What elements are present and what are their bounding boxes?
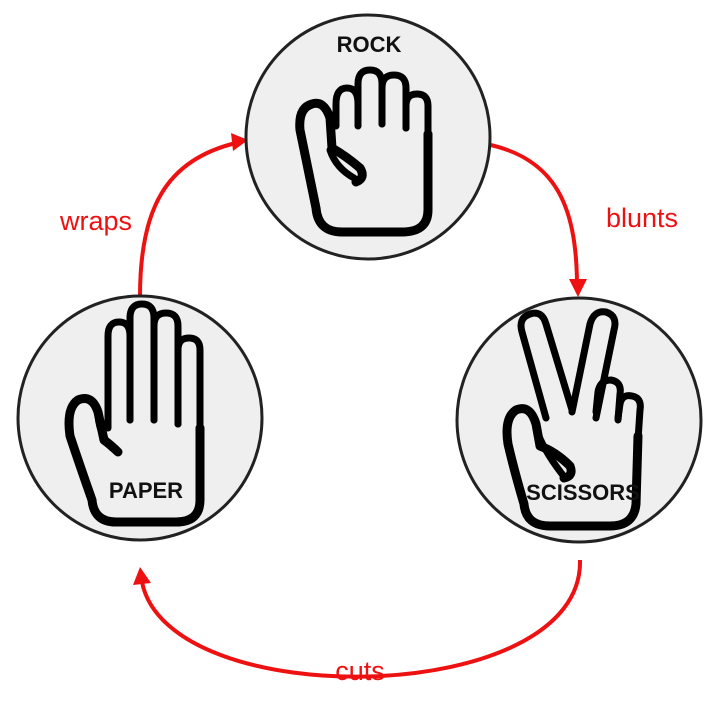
node-paper: PAPER (16, 294, 264, 542)
peace-hand-icon (502, 308, 644, 531)
node-scissors-circle (455, 296, 703, 544)
edge-scissors-to-paper (140, 559, 583, 679)
node-scissors: SCISSORS (455, 296, 703, 544)
open-hand-icon (64, 300, 205, 527)
node-rock: ROCK (244, 13, 492, 261)
node-label-scissors: SCISSORS (526, 480, 640, 505)
arrowhead-paper-to-rock (231, 133, 248, 151)
edge-label-blunts: blunts (606, 203, 678, 233)
edge-label-cuts: cuts (335, 656, 385, 686)
arrowhead-rock-to-scissors (569, 279, 587, 297)
arrowhead-scissors-to-paper (133, 567, 151, 585)
edge-rock-to-scissors (485, 142, 579, 283)
edge-paper-to-rock (138, 141, 237, 297)
fist-icon (295, 66, 433, 237)
edge-label-wraps: wraps (59, 206, 132, 236)
node-label-rock: ROCK (337, 32, 402, 57)
node-paper-circle (16, 294, 264, 542)
node-label-paper: PAPER (109, 478, 183, 503)
